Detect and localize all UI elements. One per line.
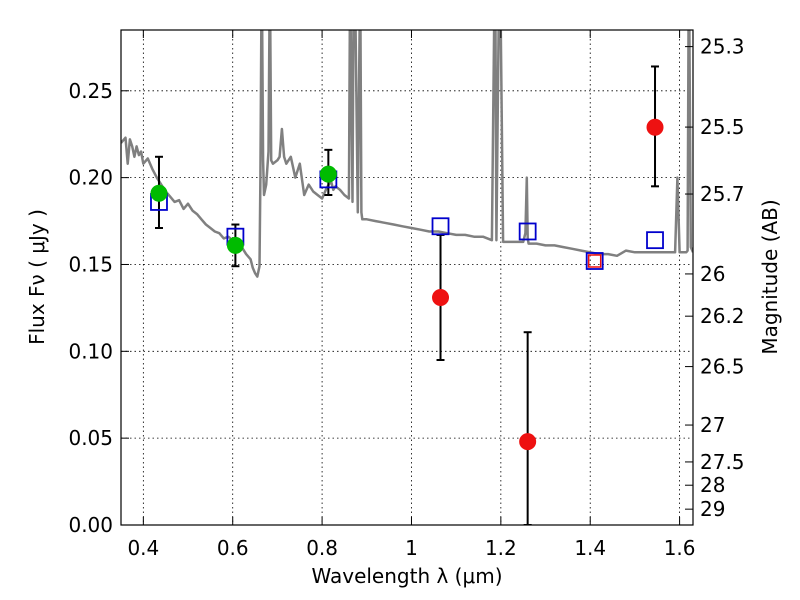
y2-tick-label: 25.5: [700, 115, 745, 139]
y2-tick-label: 29: [700, 497, 725, 521]
model-point: [518, 222, 537, 241]
y2-tick-label: 28: [700, 473, 725, 497]
y-tick-label: 0.15: [68, 252, 113, 276]
green-point: [226, 236, 244, 254]
red-point: [519, 433, 537, 451]
red-point: [587, 254, 602, 268]
x-tick-label: 0.8: [306, 536, 338, 560]
x-tick-label: 1.4: [574, 536, 606, 560]
model-spectrum-line: [121, 30, 693, 278]
green-point: [150, 184, 168, 202]
x-tick-label: 1.6: [664, 536, 696, 560]
model-spectrum-layer: [121, 30, 693, 278]
y2-tick-label: 26.2: [700, 304, 745, 328]
y2-tick-label: 27: [700, 413, 725, 437]
y-tick-label: 0.00: [68, 513, 113, 537]
x-tick-label: 0.6: [217, 536, 249, 560]
red-point: [646, 118, 664, 136]
y2-tick-label: 26: [700, 262, 725, 286]
plot-frame: [120, 29, 694, 526]
y-tick-label: 0.05: [68, 426, 113, 450]
model-points: [150, 170, 664, 270]
x-axis-title: Wavelength λ (μm): [311, 564, 502, 588]
grid: [121, 30, 693, 526]
y-axis-title: Flux Fν ( μJy ): [25, 209, 49, 345]
model-point: [585, 252, 604, 270]
red-point: [432, 288, 450, 306]
red-points: [432, 118, 664, 451]
y-tick-label: 0.25: [68, 79, 113, 103]
y2-tick-label: 25.3: [700, 35, 745, 59]
y-axis-ticks: 0.00 0.05 0.10 0.15 0.20 0.25: [68, 79, 129, 537]
green-points: [150, 165, 337, 254]
x-tick-label: 0.4: [127, 536, 159, 560]
y-tick-label: 0.10: [68, 339, 113, 363]
x-tick-label: 1.2: [485, 536, 517, 560]
y2-tick-label: 27.5: [700, 450, 745, 474]
x-tick-label: 1: [405, 536, 418, 560]
y2-tick-label: 26.5: [700, 355, 745, 379]
plot-background: [121, 30, 693, 525]
model-point: [646, 231, 664, 250]
y-tick-label: 0.20: [68, 166, 113, 190]
green-point: [319, 165, 337, 183]
y2-axis-title: Magnitude (AB): [758, 199, 782, 354]
x-axis-ticks: 0.4 0.6 0.8 1 1.2 1.4 1.6: [127, 30, 696, 560]
model-point: [431, 217, 450, 236]
y2-tick-label: 25.7: [700, 182, 745, 206]
